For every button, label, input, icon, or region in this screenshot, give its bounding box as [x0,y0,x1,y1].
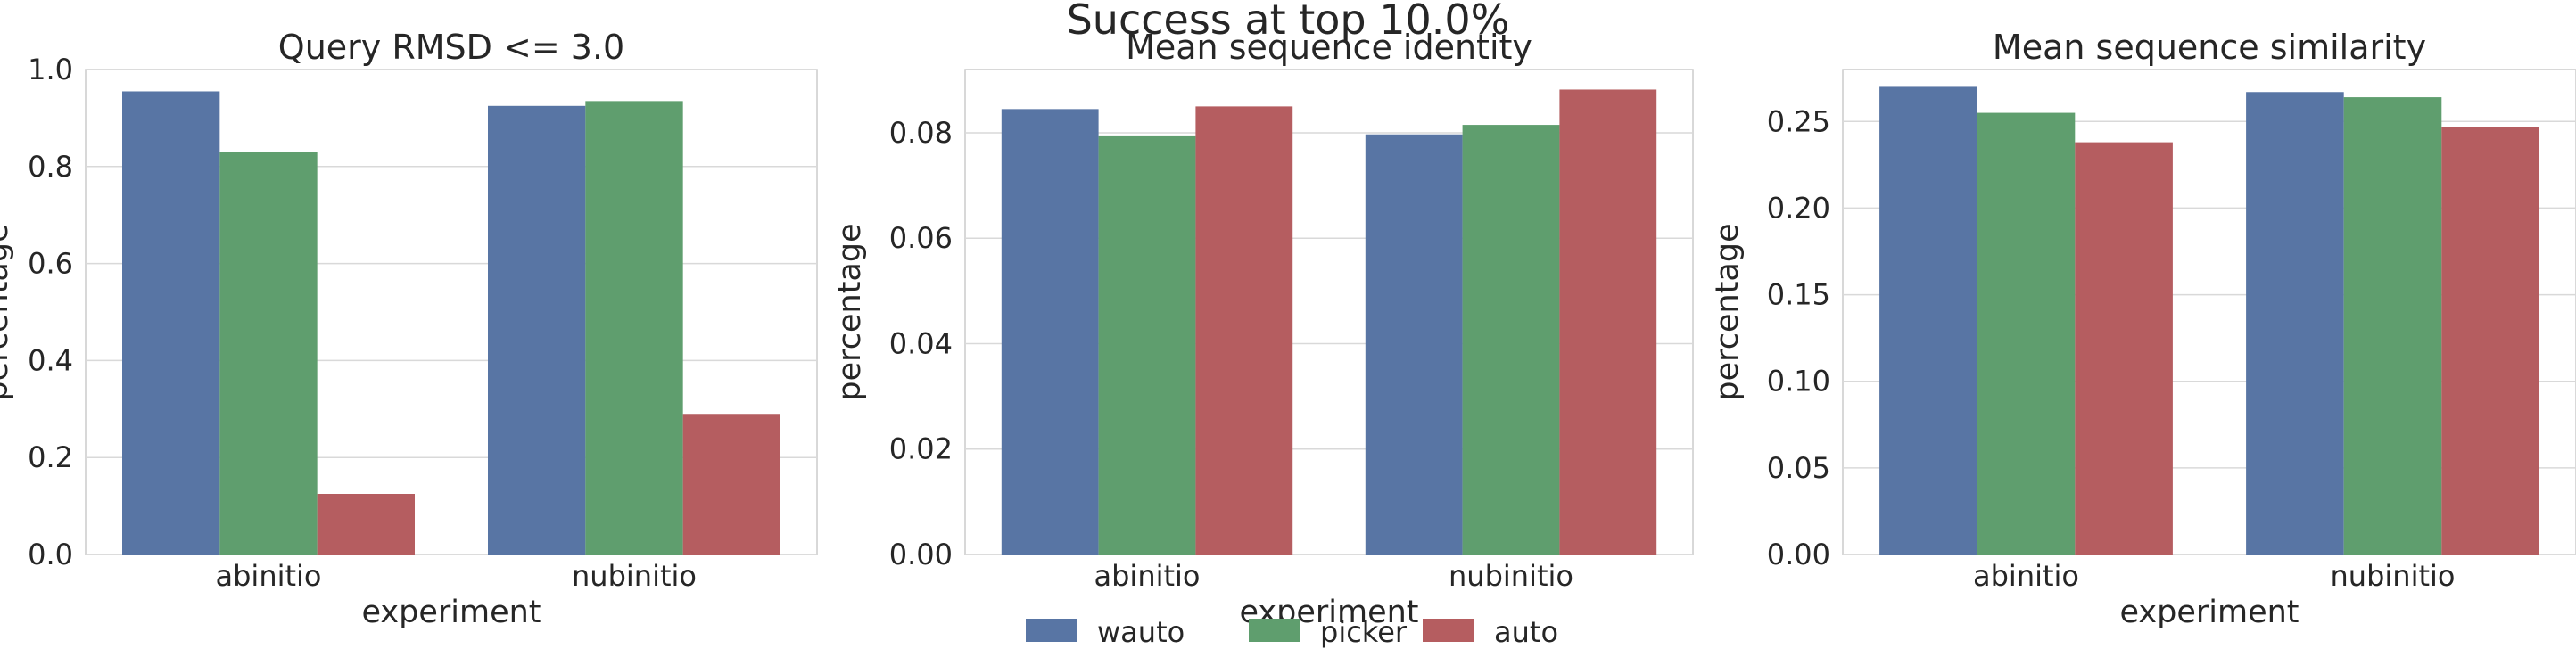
x-tick-label: abinitio [216,559,322,593]
legend-label-wauto: wauto [1097,615,1185,649]
bar-wauto-abinitio [1879,86,1977,555]
bar-picker-abinitio [219,152,318,555]
bar-wauto-abinitio [1001,109,1099,555]
bar-picker-abinitio [1098,135,1196,555]
legend-label-picker: picker [1320,615,1408,649]
y-tick-label: 0.25 [1767,104,1830,138]
y-tick-label: 0.6 [28,247,73,281]
x-axis-label: experiment [2119,595,2299,630]
y-tick-label: 0.0 [28,538,73,571]
y-tick-label: 0.2 [28,440,73,474]
chart-title: Mean sequence identity [1126,28,1532,67]
y-tick-label: 0.04 [889,326,953,360]
y-axis-label: percentage [1710,223,1746,400]
x-tick-label: nubinitio [2331,559,2456,593]
chart-panels: 0.0 0.2 0.4 0.6 0.8 1.0 abinitio nubinitio Query… [0,28,2576,630]
bar-auto-nubinitio [1559,89,1657,555]
bar-wauto-nubinitio [1365,134,1463,555]
bar-auto-nubinitio [682,414,780,555]
chart-title: Query RMSD <= 3.0 [278,28,624,67]
x-axis-label: experiment [361,595,541,630]
x-tick-label: nubinitio [572,559,697,593]
y-tick-label: 0.02 [889,432,953,466]
y-axis-label: percentage [832,223,868,400]
y-tick-label: 0.10 [1767,365,1830,398]
legend-swatch-picker [1249,619,1300,642]
figure-title: Success at top 10.0% [1067,0,1510,44]
legend-swatch-auto [1423,619,1474,642]
bar-auto-abinitio [317,494,415,555]
y-tick-label: 0.4 [28,343,73,377]
y-tick-label: 0.20 [1767,191,1830,225]
y-axis-label: percentage [0,223,15,400]
bar-picker-abinitio [1977,112,2076,555]
bar-picker-nubinitio [585,101,683,555]
legend-swatch-wauto [1026,619,1077,642]
bar-wauto-abinitio [122,91,220,555]
bar-auto-nubinitio [2441,127,2539,555]
y-tick-label: 0.00 [1767,538,1830,571]
x-tick-label: abinitio [1094,559,1201,593]
bar-auto-abinitio [1195,106,1293,555]
x-tick-label: nubinitio [1449,559,1573,593]
x-tick-label: abinitio [1973,559,2079,593]
y-tick-label: 0.06 [889,221,953,255]
y-tick-label: 0.08 [889,116,953,150]
y-tick-label: 0.05 [1767,451,1830,485]
chart-panel-1: 0.0 0.2 0.4 0.6 0.8 1.0 abinitio nubinitio Query… [0,28,818,630]
chart-title: Mean sequence similarity [1993,28,2426,67]
y-tick-label: 0.00 [889,538,953,571]
bar-picker-nubinitio [2343,97,2442,555]
legend: wauto picker auto [1026,615,1558,649]
chart-panel-2: 0.00 0.02 0.04 0.06 0.08 abinitio nubinitio Mea… [832,28,1694,630]
bar-auto-abinitio [2075,142,2173,555]
bar-wauto-nubinitio [488,105,586,555]
chart-panel-3: 0.00 0.05 0.10 0.15 0.20 0.25 abinitio nubiniti… [1710,28,2576,630]
y-tick-label: 0.8 [28,150,73,184]
y-tick-label: 0.15 [1767,278,1830,312]
y-tick-label: 1.0 [28,53,73,86]
legend-label-auto: auto [1494,615,1558,649]
bar-picker-nubinitio [1462,125,1560,555]
bar-wauto-nubinitio [2246,92,2344,555]
